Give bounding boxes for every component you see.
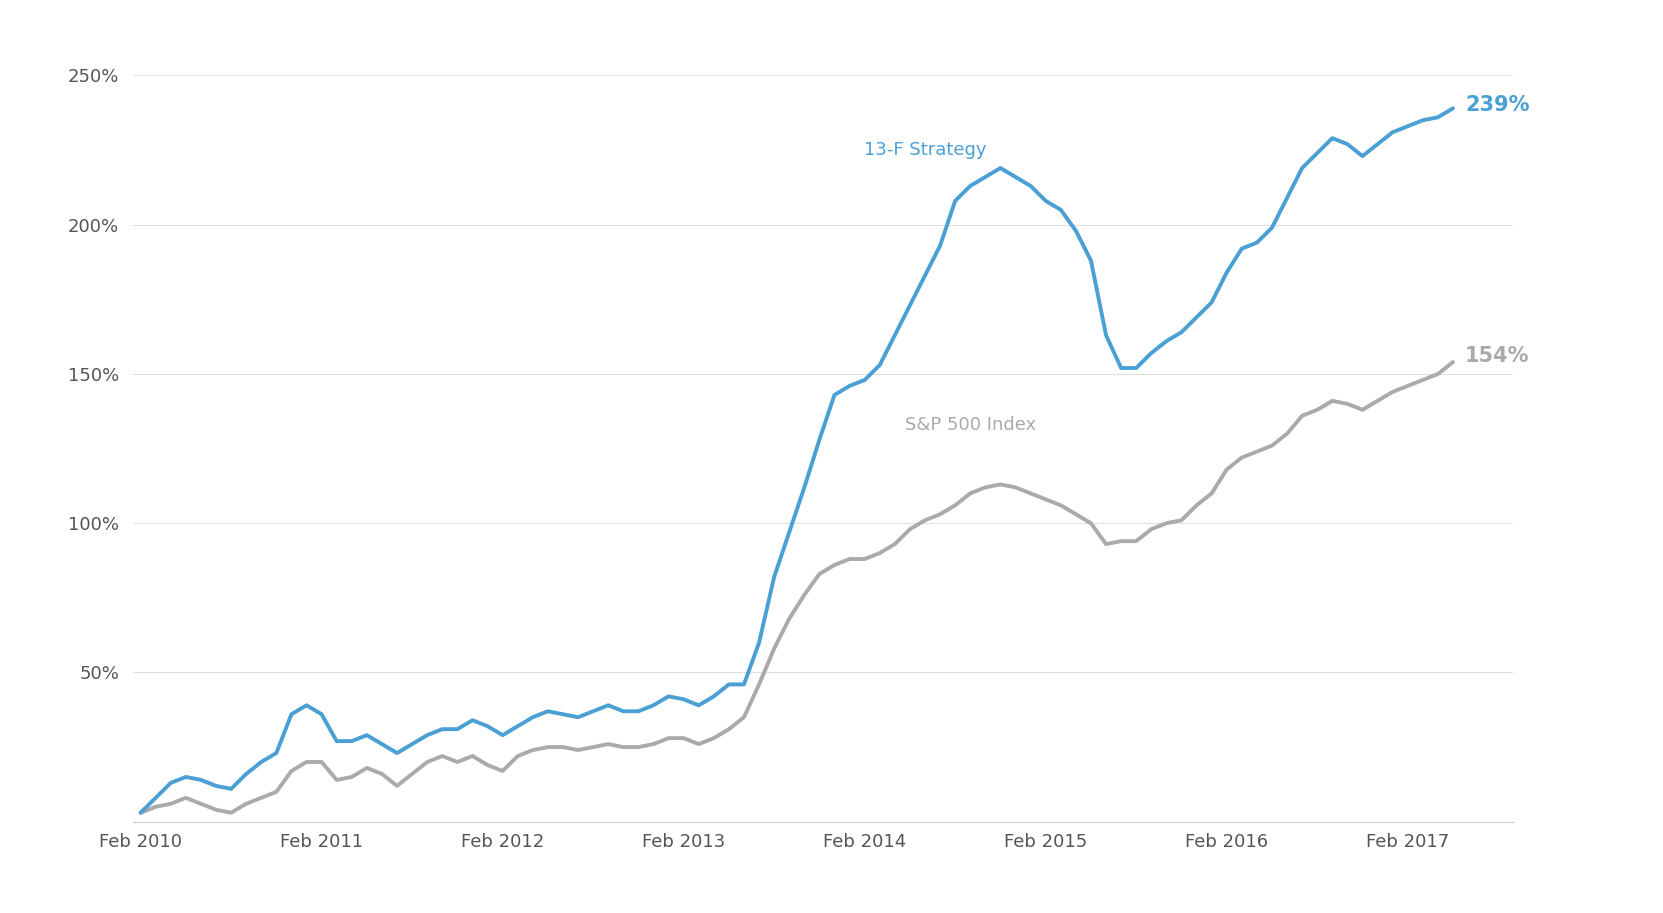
Text: S&P 500 Index: S&P 500 Index — [905, 415, 1036, 434]
Text: 13-F Strategy: 13-F Strategy — [863, 142, 986, 159]
Text: 154%: 154% — [1465, 346, 1530, 366]
Text: 239%: 239% — [1465, 95, 1530, 115]
